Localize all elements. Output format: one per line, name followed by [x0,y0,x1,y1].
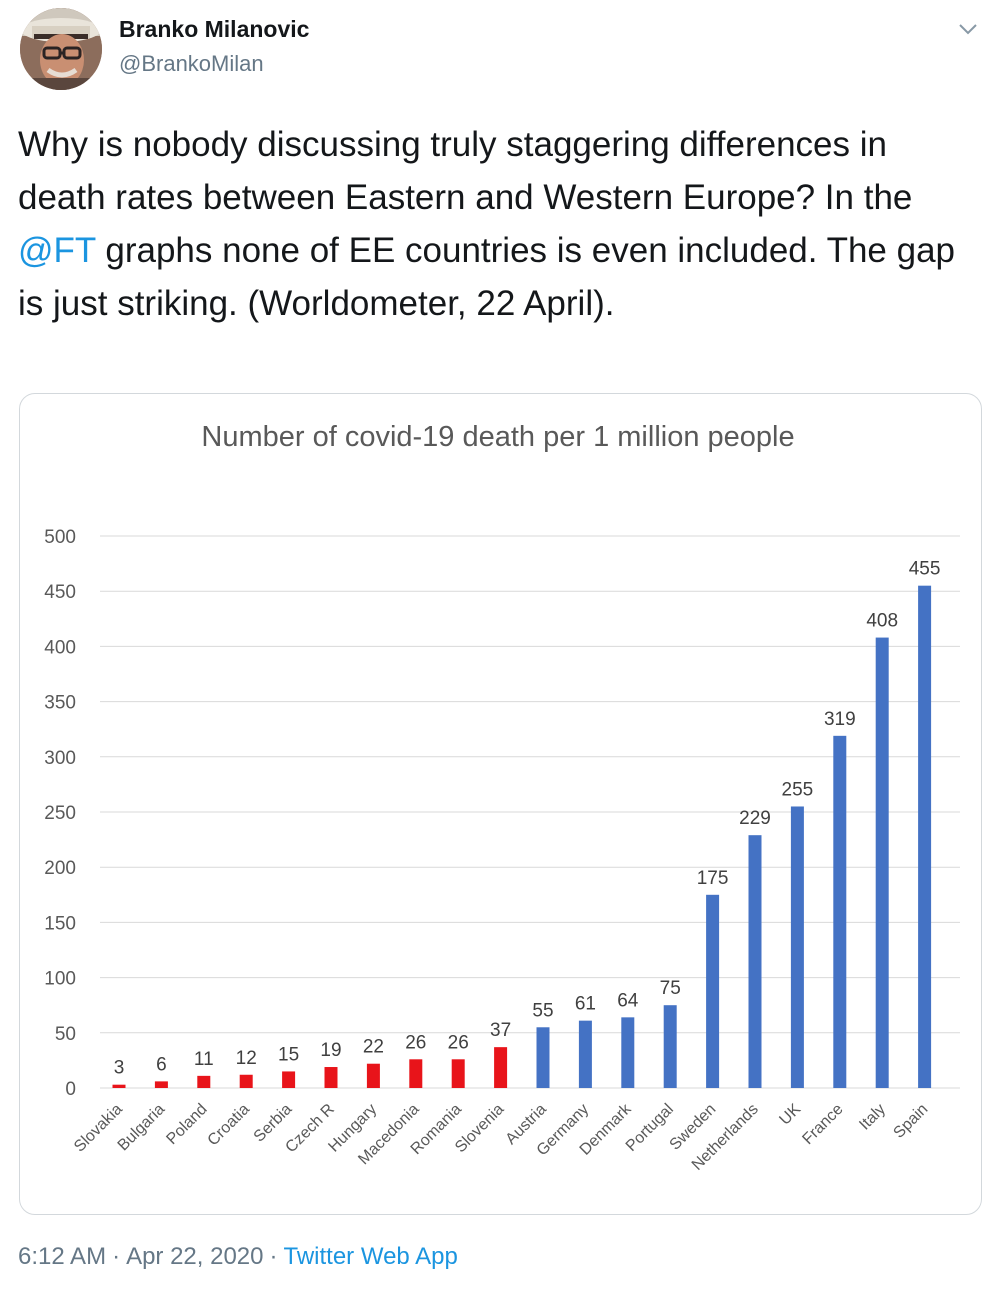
bar-chart: Number of covid-19 death per 1 million p… [44,421,960,1174]
tweet-time[interactable]: 6:12 AM [18,1243,107,1270]
author-name[interactable]: Branko Milanovic [119,16,310,42]
data-labels: 3 6 11 12 15 19 22 26 26 37 55 61 64 75 175 229 255 319 40… [114,559,941,1079]
chart-bars [112,585,932,1088]
y-tick-label: 100 [44,969,76,990]
x-axis: SlovakiaBulgariaPolandCroatiaSerbiaCzech… [71,1100,931,1174]
data-label: 64 [617,990,639,1011]
y-tick-label: 50 [55,1024,76,1045]
data-label: 19 [320,1040,341,1061]
bar [112,1084,126,1088]
y-tick-label: 300 [44,748,76,769]
x-tick-label: Spain [890,1101,931,1142]
bar [494,1047,508,1088]
bar [451,1059,465,1088]
tweet-source-link[interactable]: Twitter Web App [283,1243,458,1270]
bar [706,894,720,1088]
bar [918,585,932,1088]
x-tick-label: Portugal [623,1101,677,1155]
bar [282,1071,296,1088]
data-label: 37 [490,1020,511,1041]
tweet-date[interactable]: Apr 22, 2020 [126,1243,264,1270]
x-tick-label: France [799,1101,846,1148]
y-tick-label: 400 [44,637,76,658]
data-label: 319 [824,709,856,730]
data-label: 15 [278,1044,299,1065]
chart-title: Number of covid-19 death per 1 million p… [201,421,794,453]
mention-link[interactable]: @FT [18,231,96,270]
avatar-image [20,8,102,90]
data-label: 75 [660,978,681,999]
x-tick-label: Croatia [205,1101,254,1150]
tweet-text: Why is nobody discussing truly staggerin… [18,118,978,330]
data-label: 255 [782,779,814,800]
data-label: 11 [194,1049,214,1070]
x-tick-label: Poland [163,1101,210,1148]
tweet-text-part: Why is nobody discussing truly staggerin… [18,125,913,217]
data-label: 61 [575,994,596,1015]
bar [324,1067,338,1088]
y-tick-label: 500 [44,527,76,548]
chart-gridlines [100,535,960,1089]
x-tick-label: Italy [856,1101,889,1134]
author-handle[interactable]: @BrankoMilan [119,51,264,76]
bar [875,637,889,1088]
data-label: 26 [448,1032,469,1053]
x-tick-label: Slovakia [71,1101,126,1156]
bar [154,1081,168,1088]
bar [621,1017,635,1088]
data-label: 22 [363,1037,384,1058]
author-avatar[interactable] [20,8,102,90]
bar [833,735,847,1088]
bar [578,1020,592,1088]
y-tick-label: 150 [44,913,76,934]
y-tick-label: 200 [44,858,76,879]
data-label: 12 [236,1048,257,1069]
data-label: 175 [697,868,729,889]
data-label: 3 [114,1058,125,1079]
tweet-text-part: graphs none of EE countries is even incl… [18,231,956,323]
bar [748,835,762,1088]
y-tick-label: 250 [44,803,76,824]
bar [790,806,804,1088]
data-label: 408 [866,611,898,632]
bar [536,1027,550,1088]
y-tick-label: 0 [65,1079,76,1100]
bar [239,1074,253,1088]
x-tick-label: UK [776,1101,804,1129]
data-label: 455 [909,559,941,580]
bar [197,1075,211,1088]
x-tick-label: Bulgaria [115,1101,169,1155]
y-axis: 0 50 100 150 200 250 300 350 400 450 500 [44,527,76,1100]
bar [366,1063,380,1088]
data-label: 55 [532,1000,553,1021]
separator: · [112,1243,121,1270]
bar [409,1059,423,1088]
data-label: 229 [739,808,771,829]
separator: · [269,1243,278,1270]
y-tick-label: 450 [44,582,76,603]
data-label: 26 [405,1032,426,1053]
chart-image[interactable]: Number of covid-19 death per 1 million p… [19,393,982,1215]
tweet-meta: 6:12 AM · Apr 22, 2020 · Twitter Web App [18,1243,458,1271]
data-label: 6 [156,1054,167,1075]
y-tick-label: 350 [44,693,76,714]
bar [663,1005,677,1088]
chevron-down-icon[interactable] [955,16,981,42]
